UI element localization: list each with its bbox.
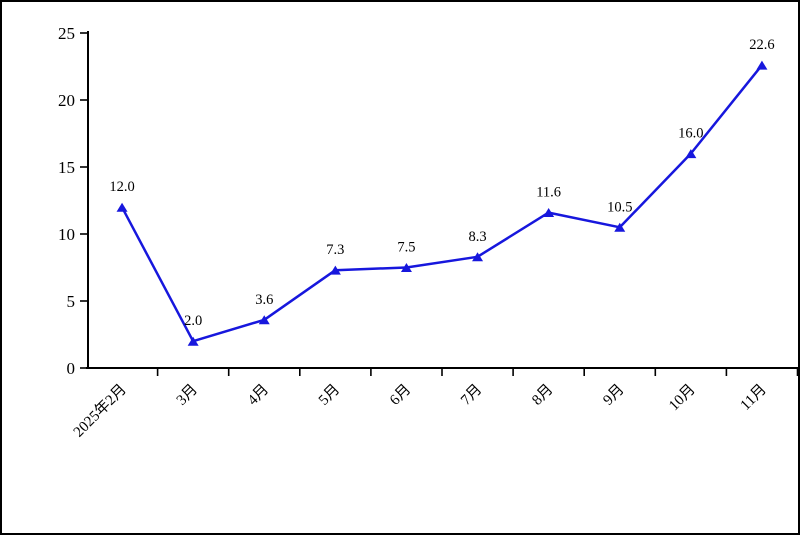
data-point-marker [756,60,768,70]
data-label: 12.0 [109,179,134,195]
data-point-marker [614,222,626,232]
data-point-marker [187,336,199,346]
data-label: 2.0 [184,313,202,329]
x-axis-category-label: 11月 [738,382,770,414]
y-axis-tick-label: 5 [67,292,76,311]
y-axis-tick-label: 20 [58,91,75,110]
data-label: 10.5 [607,199,632,215]
x-axis-category-label: 8月 [529,382,556,409]
x-axis-category-label: 5月 [316,382,343,409]
data-point-marker [685,149,697,159]
y-axis-tick-label: 25 [58,24,75,43]
data-label: 7.3 [326,242,344,258]
x-axis-category-label: 4月 [245,382,272,409]
data-point-marker [400,263,412,272]
data-label: 16.0 [678,126,703,142]
x-axis-category-label: 2025年2月 [70,381,130,441]
data-point-marker [116,202,128,212]
x-axis-category-label: 6月 [387,382,414,409]
data-label: 3.6 [255,292,273,308]
data-label: 11.6 [536,185,561,201]
y-axis-tick-label: 0 [67,359,76,378]
data-label: 8.3 [468,229,486,245]
x-axis-category-label: 9月 [600,382,627,409]
series-line [120,63,764,343]
data-point-marker [329,265,341,275]
x-axis-category-label: 7月 [458,382,485,409]
data-point-marker [543,208,555,218]
data-point-marker [472,252,484,262]
x-axis-category-label: 10月 [666,382,699,415]
x-axis-category-label: 3月 [174,382,201,409]
data-point-marker [258,315,270,325]
y-axis-tick-label: 15 [58,158,75,177]
data-label: 22.6 [749,37,774,53]
data-label: 7.5 [397,240,415,256]
y-axis-tick-label: 10 [58,225,75,244]
